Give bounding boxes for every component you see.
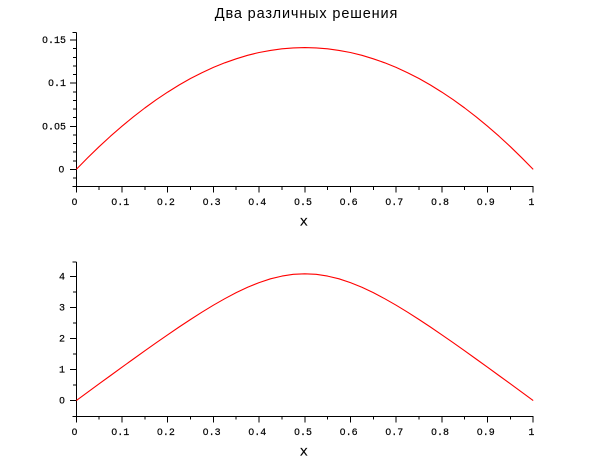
svg-text:0.15: 0.15: [42, 36, 66, 47]
svg-text:0.2: 0.2: [157, 198, 175, 209]
svg-text:0.3: 0.3: [203, 198, 221, 209]
svg-text:1: 1: [59, 366, 65, 377]
svg-text:Два различных решения: Два различных решения: [215, 6, 397, 22]
svg-text:0: 0: [59, 397, 65, 408]
svg-text:0: 0: [58, 165, 64, 176]
svg-text:0.4: 0.4: [248, 428, 266, 439]
svg-text:0.9: 0.9: [477, 428, 495, 439]
svg-text:0.1: 0.1: [48, 79, 66, 90]
svg-text:0: 0: [71, 198, 77, 209]
svg-text:0.7: 0.7: [385, 198, 403, 209]
svg-text:0.6: 0.6: [340, 198, 358, 209]
svg-text:0.05: 0.05: [42, 122, 66, 133]
svg-text:1: 1: [528, 428, 534, 439]
svg-text:0.1: 0.1: [111, 198, 129, 209]
svg-text:1: 1: [528, 198, 534, 209]
svg-text:0.8: 0.8: [431, 198, 449, 209]
svg-text:0.4: 0.4: [248, 198, 266, 209]
svg-text:0.5: 0.5: [294, 428, 312, 439]
svg-text:2: 2: [59, 335, 65, 346]
svg-text:0.7: 0.7: [385, 428, 403, 439]
svg-text:0.6: 0.6: [340, 428, 358, 439]
svg-text:0.5: 0.5: [294, 198, 312, 209]
svg-text:x: x: [300, 444, 308, 460]
svg-text:0.8: 0.8: [431, 428, 449, 439]
svg-text:0.9: 0.9: [477, 198, 495, 209]
svg-text:0.1: 0.1: [111, 428, 129, 439]
svg-text:4: 4: [59, 273, 65, 284]
svg-text:0: 0: [71, 428, 77, 439]
svg-text:x: x: [300, 214, 308, 230]
svg-text:0.3: 0.3: [203, 428, 221, 439]
svg-text:3: 3: [59, 304, 65, 315]
svg-text:0.2: 0.2: [157, 428, 175, 439]
